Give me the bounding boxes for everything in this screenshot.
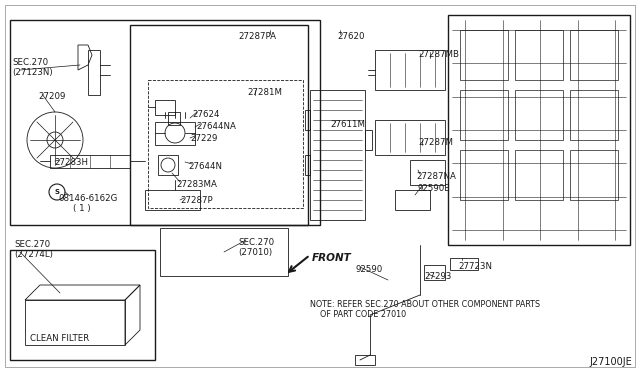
Text: 08146-6162G: 08146-6162G bbox=[58, 194, 117, 203]
Text: 92590: 92590 bbox=[356, 265, 383, 274]
Text: 27644N: 27644N bbox=[188, 162, 222, 171]
Text: (27010): (27010) bbox=[238, 248, 272, 257]
Bar bbox=[515, 30, 563, 80]
Text: 27283MA: 27283MA bbox=[176, 180, 217, 189]
Bar bbox=[515, 150, 563, 200]
Text: FRONT: FRONT bbox=[312, 253, 352, 263]
Text: 27287MB: 27287MB bbox=[418, 50, 459, 59]
Text: 27281M: 27281M bbox=[247, 88, 282, 97]
Text: NOTE: REFER SEC.270 ABOUT OTHER COMPONENT PARTS
    OF PART CODE 27010: NOTE: REFER SEC.270 ABOUT OTHER COMPONEN… bbox=[310, 300, 540, 320]
Text: 27644NA: 27644NA bbox=[196, 122, 236, 131]
Text: 27209: 27209 bbox=[38, 92, 65, 101]
Text: CLEAN FILTER: CLEAN FILTER bbox=[30, 334, 89, 343]
Bar bbox=[10, 20, 320, 225]
Bar bbox=[570, 150, 618, 200]
Text: SEC.270: SEC.270 bbox=[12, 58, 48, 67]
Text: 27293: 27293 bbox=[424, 272, 451, 281]
Text: 27723N: 27723N bbox=[458, 262, 492, 271]
Bar bbox=[148, 80, 303, 208]
Bar bbox=[160, 228, 288, 276]
Text: 27287M: 27287M bbox=[418, 138, 453, 147]
Bar bbox=[515, 90, 563, 140]
Text: 27620: 27620 bbox=[337, 32, 365, 41]
Text: 92590E: 92590E bbox=[418, 184, 451, 193]
Text: SEC.270: SEC.270 bbox=[238, 238, 274, 247]
Bar bbox=[10, 250, 155, 360]
Text: 27611M: 27611M bbox=[330, 120, 365, 129]
Text: (27274L): (27274L) bbox=[14, 250, 53, 259]
Text: (27123N): (27123N) bbox=[12, 68, 52, 77]
Text: 27287P: 27287P bbox=[180, 196, 212, 205]
Text: 27283H: 27283H bbox=[54, 158, 88, 167]
Text: 27624: 27624 bbox=[192, 110, 220, 119]
Text: ( 1 ): ( 1 ) bbox=[73, 204, 91, 213]
Bar bbox=[460, 150, 508, 200]
Text: 27287NA: 27287NA bbox=[416, 172, 456, 181]
Text: 27229: 27229 bbox=[190, 134, 218, 143]
Bar bbox=[570, 90, 618, 140]
Bar bbox=[460, 90, 508, 140]
Bar bbox=[460, 30, 508, 80]
Text: J27100JE: J27100JE bbox=[589, 357, 632, 367]
Bar bbox=[130, 25, 308, 225]
Text: 27287PA: 27287PA bbox=[238, 32, 276, 41]
Text: SEC.270: SEC.270 bbox=[14, 240, 50, 249]
Bar bbox=[570, 30, 618, 80]
Text: S: S bbox=[54, 189, 60, 195]
